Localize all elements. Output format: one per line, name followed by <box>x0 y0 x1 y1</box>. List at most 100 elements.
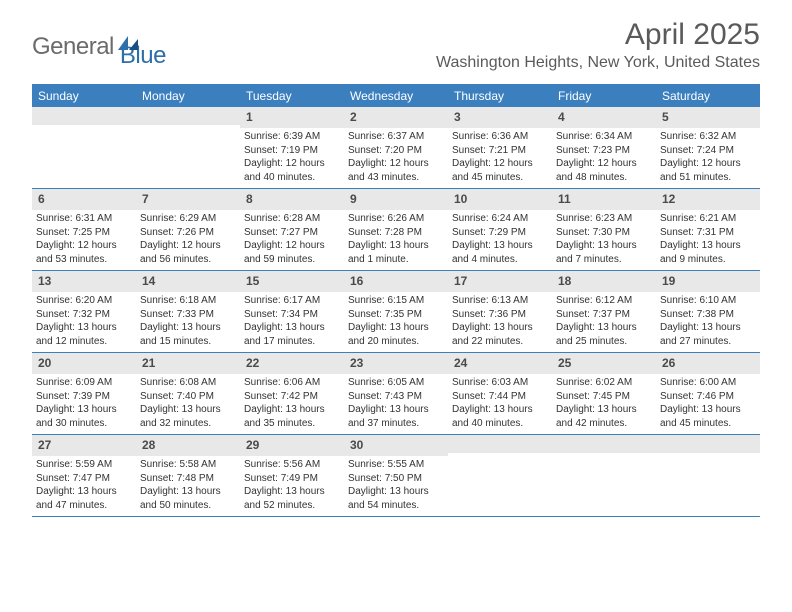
weekday-header: Wednesday <box>344 86 448 107</box>
day-number: 14 <box>142 274 155 288</box>
daylight-text: Daylight: 13 hours and 40 minutes. <box>452 403 548 430</box>
sunrise-text: Sunrise: 6:20 AM <box>36 294 132 308</box>
sunset-text: Sunset: 7:38 PM <box>660 308 756 322</box>
day-cell-empty <box>32 107 136 188</box>
calendar: SundayMondayTuesdayWednesdayThursdayFrid… <box>32 84 760 517</box>
day-number: 15 <box>246 274 259 288</box>
day-number-row: 20 <box>32 353 136 374</box>
day-number: 3 <box>454 110 461 124</box>
day-number-row: 21 <box>136 353 240 374</box>
daylight-text: Daylight: 13 hours and 20 minutes. <box>348 321 444 348</box>
sunset-text: Sunset: 7:47 PM <box>36 472 132 486</box>
day-number-row: 2 <box>344 107 448 128</box>
day-number-row: 11 <box>552 189 656 210</box>
day-number-row: 26 <box>656 353 760 374</box>
sunrise-text: Sunrise: 6:12 AM <box>556 294 652 308</box>
day-number-row: 25 <box>552 353 656 374</box>
sunrise-text: Sunrise: 6:29 AM <box>140 212 236 226</box>
sunrise-text: Sunrise: 6:26 AM <box>348 212 444 226</box>
day-number: 11 <box>558 192 571 206</box>
day-cell: 1Sunrise: 6:39 AMSunset: 7:19 PMDaylight… <box>240 107 344 188</box>
daylight-text: Daylight: 13 hours and 30 minutes. <box>36 403 132 430</box>
day-cell: 13Sunrise: 6:20 AMSunset: 7:32 PMDayligh… <box>32 271 136 352</box>
sunrise-text: Sunrise: 6:10 AM <box>660 294 756 308</box>
sunset-text: Sunset: 7:25 PM <box>36 226 132 240</box>
sunset-text: Sunset: 7:48 PM <box>140 472 236 486</box>
sunrise-text: Sunrise: 6:13 AM <box>452 294 548 308</box>
day-number-row <box>448 435 552 453</box>
day-cell: 12Sunrise: 6:21 AMSunset: 7:31 PMDayligh… <box>656 189 760 270</box>
day-number-row: 12 <box>656 189 760 210</box>
daylight-text: Daylight: 12 hours and 53 minutes. <box>36 239 132 266</box>
sunrise-text: Sunrise: 6:03 AM <box>452 376 548 390</box>
daylight-text: Daylight: 13 hours and 22 minutes. <box>452 321 548 348</box>
sunrise-text: Sunrise: 6:24 AM <box>452 212 548 226</box>
day-cell: 18Sunrise: 6:12 AMSunset: 7:37 PMDayligh… <box>552 271 656 352</box>
day-number-row: 13 <box>32 271 136 292</box>
daylight-text: Daylight: 13 hours and 42 minutes. <box>556 403 652 430</box>
sunset-text: Sunset: 7:32 PM <box>36 308 132 322</box>
day-number-row: 7 <box>136 189 240 210</box>
day-number: 6 <box>38 192 45 206</box>
day-cell: 16Sunrise: 6:15 AMSunset: 7:35 PMDayligh… <box>344 271 448 352</box>
day-cell: 29Sunrise: 5:56 AMSunset: 7:49 PMDayligh… <box>240 435 344 516</box>
sunset-text: Sunset: 7:49 PM <box>244 472 340 486</box>
sunset-text: Sunset: 7:21 PM <box>452 144 548 158</box>
day-number: 12 <box>662 192 675 206</box>
day-cell: 3Sunrise: 6:36 AMSunset: 7:21 PMDaylight… <box>448 107 552 188</box>
day-number-row: 1 <box>240 107 344 128</box>
sunset-text: Sunset: 7:35 PM <box>348 308 444 322</box>
day-number: 25 <box>558 356 571 370</box>
day-number-row: 24 <box>448 353 552 374</box>
day-cell-empty <box>448 435 552 516</box>
sunset-text: Sunset: 7:44 PM <box>452 390 548 404</box>
sunrise-text: Sunrise: 6:15 AM <box>348 294 444 308</box>
day-cell: 30Sunrise: 5:55 AMSunset: 7:50 PMDayligh… <box>344 435 448 516</box>
daylight-text: Daylight: 12 hours and 51 minutes. <box>660 157 756 184</box>
day-cell: 23Sunrise: 6:05 AMSunset: 7:43 PMDayligh… <box>344 353 448 434</box>
sunset-text: Sunset: 7:43 PM <box>348 390 444 404</box>
day-number-row: 9 <box>344 189 448 210</box>
daylight-text: Daylight: 13 hours and 27 minutes. <box>660 321 756 348</box>
day-number-row: 17 <box>448 271 552 292</box>
sunset-text: Sunset: 7:42 PM <box>244 390 340 404</box>
daylight-text: Daylight: 13 hours and 17 minutes. <box>244 321 340 348</box>
week-row: 1Sunrise: 6:39 AMSunset: 7:19 PMDaylight… <box>32 107 760 189</box>
day-number-row: 15 <box>240 271 344 292</box>
daylight-text: Daylight: 13 hours and 50 minutes. <box>140 485 236 512</box>
daylight-text: Daylight: 13 hours and 37 minutes. <box>348 403 444 430</box>
location: Washington Heights, New York, United Sta… <box>436 54 760 72</box>
daylight-text: Daylight: 13 hours and 9 minutes. <box>660 239 756 266</box>
sunset-text: Sunset: 7:39 PM <box>36 390 132 404</box>
day-cell: 4Sunrise: 6:34 AMSunset: 7:23 PMDaylight… <box>552 107 656 188</box>
sunrise-text: Sunrise: 6:37 AM <box>348 130 444 144</box>
logo-sail-icon <box>118 34 140 52</box>
daylight-text: Daylight: 13 hours and 52 minutes. <box>244 485 340 512</box>
day-cell: 8Sunrise: 6:28 AMSunset: 7:27 PMDaylight… <box>240 189 344 270</box>
sunset-text: Sunset: 7:36 PM <box>452 308 548 322</box>
day-number-row: 4 <box>552 107 656 128</box>
sunset-text: Sunset: 7:23 PM <box>556 144 652 158</box>
day-cell: 20Sunrise: 6:09 AMSunset: 7:39 PMDayligh… <box>32 353 136 434</box>
daylight-text: Daylight: 13 hours and 25 minutes. <box>556 321 652 348</box>
day-cell: 24 Sunrise: 6:03 AMSunset: 7:44 PMDayligh… <box>448 353 552 434</box>
day-number-row <box>552 435 656 453</box>
sunrise-text: Sunrise: 6:28 AM <box>244 212 340 226</box>
sunrise-text: Sunrise: 5:55 AM <box>348 458 444 472</box>
daylight-text: Daylight: 12 hours and 40 minutes. <box>244 157 340 184</box>
week-row: 27Sunrise: 5:59 AMSunset: 7:47 PMDayligh… <box>32 435 760 517</box>
day-number: 13 <box>38 274 51 288</box>
sunset-text: Sunset: 7:45 PM <box>556 390 652 404</box>
day-cell: 11Sunrise: 6:23 AMSunset: 7:30 PMDayligh… <box>552 189 656 270</box>
daylight-text: Daylight: 13 hours and 54 minutes. <box>348 485 444 512</box>
day-cell: 22Sunrise: 6:06 AMSunset: 7:42 PMDayligh… <box>240 353 344 434</box>
daylight-text: Daylight: 12 hours and 43 minutes. <box>348 157 444 184</box>
sunrise-text: Sunrise: 5:56 AM <box>244 458 340 472</box>
daylight-text: Daylight: 13 hours and 35 minutes. <box>244 403 340 430</box>
day-cell-empty <box>136 107 240 188</box>
daylight-text: Daylight: 13 hours and 45 minutes. <box>660 403 756 430</box>
day-number-row: 10 <box>448 189 552 210</box>
week-row: 6Sunrise: 6:31 AMSunset: 7:25 PMDaylight… <box>32 189 760 271</box>
daylight-text: Daylight: 12 hours and 56 minutes. <box>140 239 236 266</box>
daylight-text: Daylight: 13 hours and 15 minutes. <box>140 321 236 348</box>
